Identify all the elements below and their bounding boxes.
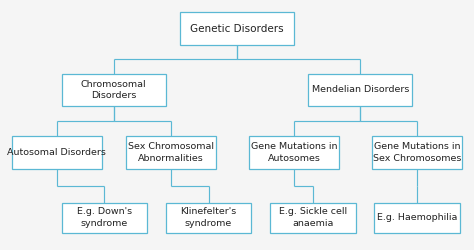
Text: Sex Chromosomal
Abnormalities: Sex Chromosomal Abnormalities: [128, 142, 214, 163]
FancyBboxPatch shape: [126, 136, 216, 169]
FancyBboxPatch shape: [62, 74, 166, 106]
FancyBboxPatch shape: [374, 202, 460, 232]
Text: Autosomal Disorders: Autosomal Disorders: [8, 148, 106, 157]
Text: Mendelian Disorders: Mendelian Disorders: [311, 86, 409, 94]
FancyBboxPatch shape: [62, 202, 147, 232]
Text: Chromosomal
Disorders: Chromosomal Disorders: [81, 80, 146, 100]
Text: E.g. Sickle cell
anaemia: E.g. Sickle cell anaemia: [279, 208, 347, 228]
FancyBboxPatch shape: [308, 74, 412, 106]
Text: Gene Mutations in
Autosomes: Gene Mutations in Autosomes: [251, 142, 337, 163]
FancyBboxPatch shape: [270, 202, 356, 232]
FancyBboxPatch shape: [166, 202, 251, 232]
Text: Genetic Disorders: Genetic Disorders: [190, 24, 284, 34]
Text: Gene Mutations in
Sex Chromosomes: Gene Mutations in Sex Chromosomes: [373, 142, 461, 163]
FancyBboxPatch shape: [249, 136, 339, 169]
FancyBboxPatch shape: [180, 12, 294, 45]
Text: E.g. Down's
syndrome: E.g. Down's syndrome: [77, 208, 132, 228]
Text: E.g. Haemophilia: E.g. Haemophilia: [377, 213, 457, 222]
FancyBboxPatch shape: [372, 136, 462, 169]
FancyBboxPatch shape: [12, 136, 102, 169]
Text: Klinefelter's
syndrome: Klinefelter's syndrome: [181, 208, 237, 228]
